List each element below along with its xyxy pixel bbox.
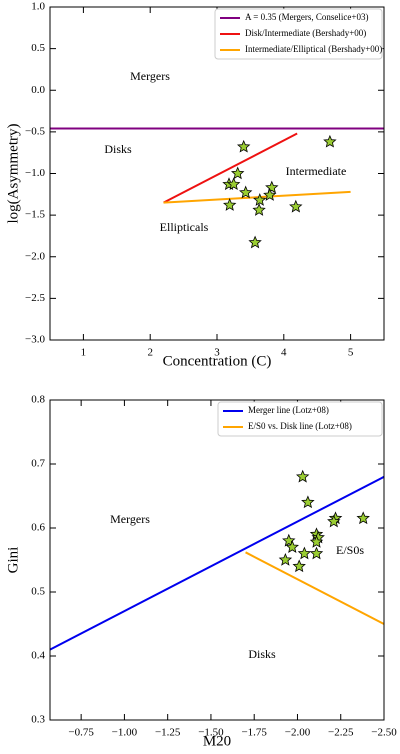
star-point xyxy=(278,552,293,566)
y-axis-label: Gini xyxy=(5,547,21,574)
y-tick-label: 0.5 xyxy=(31,586,45,598)
star-point xyxy=(309,546,324,560)
region-label: Mergers xyxy=(130,69,170,83)
plot-frame xyxy=(49,6,385,341)
x-tick-label: −0.75 xyxy=(68,727,94,739)
plot-frame xyxy=(49,399,385,721)
y-tick-label: −2.0 xyxy=(25,250,45,262)
x-axis-label: M20 xyxy=(203,733,231,749)
x-tick-label: −2.00 xyxy=(285,727,311,739)
y-tick-label: −1.5 xyxy=(25,209,45,221)
y-tick-label: 0.5 xyxy=(31,42,45,54)
star-point xyxy=(231,166,245,180)
star-point xyxy=(356,511,370,525)
star-point xyxy=(265,180,279,194)
region-label: Intermediate xyxy=(286,164,347,178)
star-point xyxy=(252,203,266,216)
x-tick-label: −1.75 xyxy=(241,727,267,739)
star-point xyxy=(296,469,310,483)
y-tick-label: −2.5 xyxy=(25,292,45,304)
legend-label: E/S0 vs. Disk line (Lotz+08) xyxy=(248,421,352,431)
star-point xyxy=(248,235,262,249)
y-tick-label: −1.0 xyxy=(25,167,45,179)
x-tick-label: −1.25 xyxy=(155,727,181,739)
region-label: E/S0s xyxy=(336,543,364,557)
y-tick-label: 0.8 xyxy=(31,394,45,406)
y-tick-label: −0.5 xyxy=(25,125,45,137)
legend-label: Disk/Intermediate (Bershady+00) xyxy=(245,28,366,38)
star-point xyxy=(227,177,241,191)
star-point xyxy=(285,540,300,553)
y-tick-label: −3.0 xyxy=(25,334,45,346)
star-point xyxy=(309,535,324,548)
star-point xyxy=(263,188,277,201)
star-point xyxy=(236,139,251,153)
divider-line xyxy=(163,132,298,204)
legend-label: Intermediate/Elliptical (Bershady+00) xyxy=(245,44,382,54)
divider-line xyxy=(245,551,385,625)
star-point xyxy=(289,199,303,213)
star-point xyxy=(292,559,306,573)
y-tick-label: 1.0 xyxy=(31,1,45,13)
x-tick-label: 2 xyxy=(147,347,153,359)
y-tick-label: 0.3 xyxy=(31,714,45,726)
star-point xyxy=(297,546,312,560)
star-point xyxy=(223,198,237,211)
x-tick-label: 5 xyxy=(348,347,354,359)
y-axis-label: log(Asymmetry) xyxy=(5,124,21,224)
legend-box xyxy=(217,401,383,437)
region-label: Disks xyxy=(104,142,132,156)
x-tick-label: −1.50 xyxy=(198,727,224,739)
legend-label: Merger line (Lotz+08) xyxy=(248,405,329,415)
star-point xyxy=(301,495,315,509)
y-tick-label: 0.4 xyxy=(31,650,45,662)
legend-label: A = 0.35 (Mergers, Conselice+03) xyxy=(245,12,368,22)
divider-line xyxy=(163,190,351,204)
legend-box xyxy=(214,8,383,60)
x-tick-label: −2.25 xyxy=(328,727,354,739)
star-point xyxy=(238,185,253,199)
region-label: Mergers xyxy=(110,512,150,526)
y-tick-label: 0.6 xyxy=(31,522,45,534)
x-axis-label: Concentration (C) xyxy=(163,353,272,369)
y-tick-label: 0.0 xyxy=(31,84,45,96)
x-tick-label: 1 xyxy=(81,347,87,359)
x-tick-label: −2.50 xyxy=(371,727,397,739)
star-point xyxy=(323,134,337,148)
x-tick-label: 4 xyxy=(281,347,287,359)
y-tick-label: 0.7 xyxy=(31,458,45,470)
divider-line xyxy=(49,475,385,651)
x-tick-label: −1.00 xyxy=(112,727,138,739)
region-label: Disks xyxy=(248,647,276,661)
star-point xyxy=(252,193,267,206)
star-point xyxy=(327,514,341,528)
region-label: Ellipticals xyxy=(160,220,209,234)
x-tick-label: 3 xyxy=(214,347,220,359)
